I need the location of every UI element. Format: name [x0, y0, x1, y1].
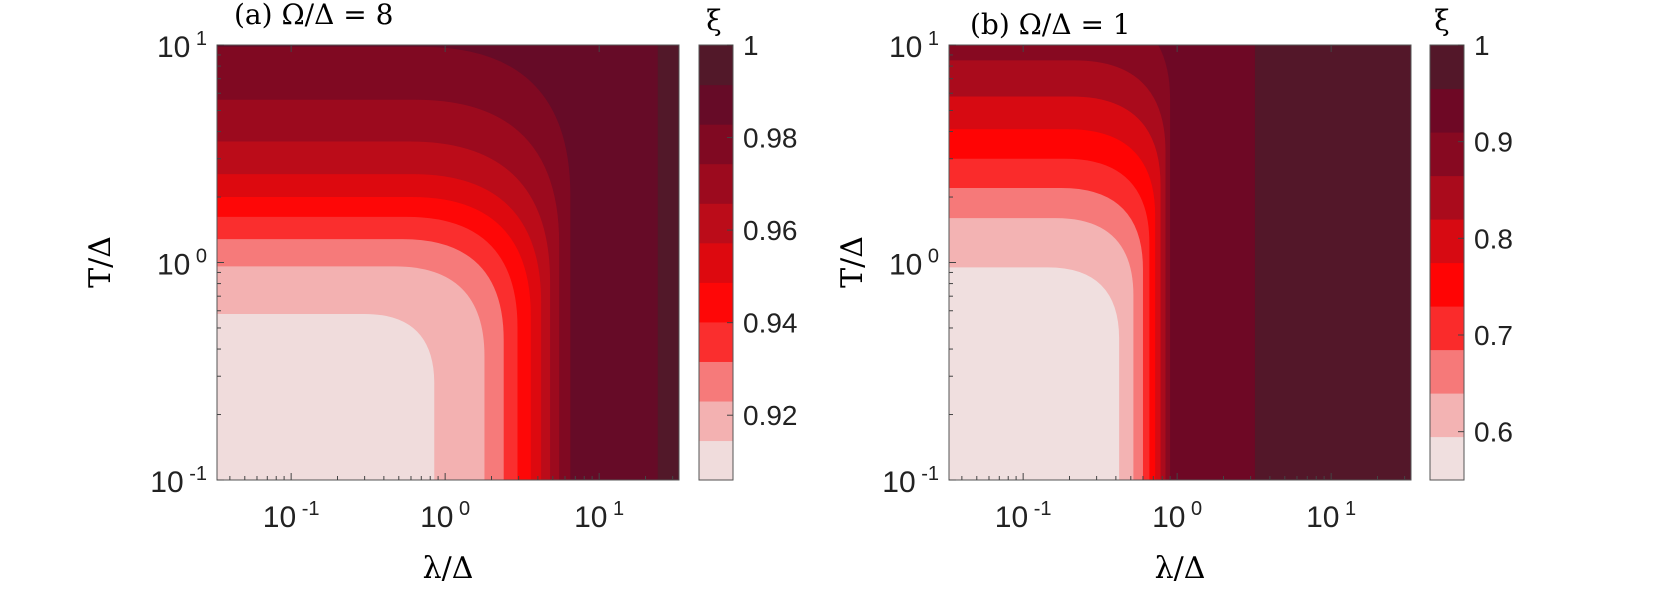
panel-b-title: (b) Ω/Δ = 1 — [970, 8, 1131, 41]
panel-b-colorbar-tick-label-1: 0.6 — [1474, 417, 1513, 448]
panel-a-x-ticks: 10 -1 10 0 10 1 — [229, 45, 674, 534]
panel-a-y-ticks: 10 -1 10 0 10 1 — [150, 28, 224, 499]
panel-a-colorbar-band-2 — [699, 400, 733, 442]
panel-b-x-tick-label-3: 10 1 — [1306, 498, 1356, 534]
panel-b-colorbar-band-5 — [1430, 262, 1464, 307]
panel-b-colorbar-band-4 — [1430, 306, 1464, 351]
panel-b-colorbar-band-8 — [1430, 132, 1464, 177]
panel-b-y-axis-label: T/Δ — [835, 236, 870, 288]
panel-a-colorbar-band-6 — [699, 242, 733, 283]
panel-a-y-tick-label-3: 10 1 — [157, 28, 207, 64]
panel-a-colorbar-label: ξ — [706, 4, 721, 37]
panel-b: (b) Ω/Δ = 1 10 -1 10 0 10 1 10 -110 010 1 … — [835, 4, 1513, 586]
panel-b-colorbar-band-3 — [1430, 349, 1464, 394]
panel-a-colorbar-band-10 — [699, 84, 733, 125]
panel-a-colorbar-tick-label-4: 0.98 — [743, 123, 798, 154]
panel-a-colorbar-band-4 — [699, 321, 733, 362]
panel-b-colorbar-tick-label-5: 1 — [1474, 30, 1490, 61]
panel-a-y-tick-label-2: 10 0 — [157, 246, 207, 282]
panel-b-colorbar-tick-label-4: 0.9 — [1474, 127, 1513, 158]
panel-b-contour-plot — [949, 45, 1411, 480]
panel-a-colorbar: 0.92 0.94 0.96 0.98 1 — [698, 30, 798, 481]
panel-b-colorbar-band-2 — [1430, 393, 1464, 438]
panel-a-colorbar-tick-label-3: 0.96 — [743, 215, 798, 246]
panel-a-colorbar-band-9 — [699, 124, 733, 165]
panel-b-y-tick-label-1: 10 -1 — [882, 463, 939, 499]
panel-b-x-axis-label: λ/Δ — [1155, 551, 1206, 586]
panel-b-x-tick-label-1: 10 -1 — [995, 498, 1052, 534]
panel-a-x-tick-label-1: 10 -1 — [263, 498, 320, 534]
panel-a-colorbar-band-3 — [699, 361, 733, 402]
panel-b-colorbar-band-9 — [1430, 88, 1464, 133]
panel-b-colorbar-tick-label-3: 0.8 — [1474, 223, 1513, 254]
panel-a-colorbar-band-7 — [699, 203, 733, 244]
panel-a-x-tick-label-3: 10 1 — [574, 498, 624, 534]
panel-a-colorbar-tick-label-5: 1 — [743, 30, 759, 61]
panel-a-contour-plot — [217, 45, 679, 480]
panel-b-colorbar-band-6 — [1430, 219, 1464, 264]
panel-b-contour-level-1 — [949, 267, 1120, 480]
panel-a-colorbar-band-1 — [699, 440, 733, 481]
panel-b-x-ticks: 10 -1 10 0 10 1 — [961, 45, 1406, 534]
panel-a-colorbar-tick-label-1: 0.92 — [743, 400, 798, 431]
panel-a-x-tick-label-2: 10 0 — [420, 498, 470, 534]
panel-b-colorbar-band-7 — [1430, 175, 1464, 220]
panel-b-colorbar-frame — [1429, 44, 1465, 481]
panel-a-colorbar-band-8 — [699, 163, 733, 204]
panel-a-x-axis-label: λ/Δ — [423, 551, 474, 586]
panel-a-title: (a) Ω/Δ = 8 — [234, 0, 393, 31]
panel-a: (a) Ω/Δ = 8 10 -1 10 0 10 1 10 -110 010 1 … — [83, 0, 798, 586]
panel-a-contour-level-1 — [217, 313, 435, 480]
panel-a-y-tick-label-1: 10 -1 — [150, 463, 207, 499]
panel-b-colorbar-tick-label-2: 0.7 — [1474, 320, 1513, 351]
panel-a-colorbar-tick-label-2: 0.94 — [743, 308, 798, 339]
panel-a-y-axis-label: T/Δ — [83, 236, 118, 288]
panel-b-colorbar-label: ξ — [1434, 4, 1449, 37]
panel-b-colorbar: 0.6 0.7 0.8 0.9 1 — [1429, 30, 1513, 481]
panel-b-colorbar-band-1 — [1430, 436, 1464, 481]
panel-b-colorbar-band-10 — [1430, 45, 1464, 90]
panel-a-colorbar-frame — [698, 44, 734, 481]
panel-b-x-tick-label-2: 10 0 — [1152, 498, 1202, 534]
panel-b-y-ticks: 10 -1 10 0 10 1 — [882, 28, 956, 499]
panel-a-colorbar-band-5 — [699, 282, 733, 323]
panel-a-colorbar-band-11 — [699, 45, 733, 86]
panel-b-y-tick-label-3: 10 1 — [889, 28, 939, 64]
panel-b-y-tick-label-2: 10 0 — [889, 246, 939, 282]
